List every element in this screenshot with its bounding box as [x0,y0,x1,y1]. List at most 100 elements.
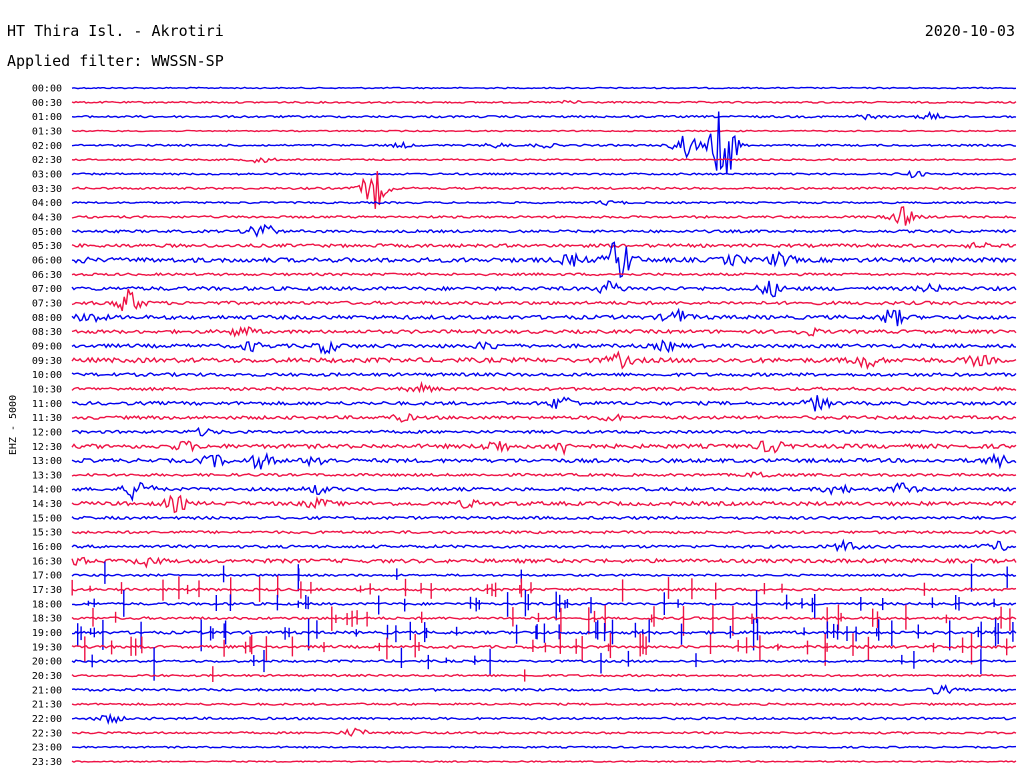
time-tick-label: 04:30 [32,212,62,223]
trace-1800 [71,601,1017,607]
time-tick-label: 17:00 [32,571,62,582]
trace-0600 [71,241,1017,279]
trace-0130 [71,129,1017,133]
time-tick-label: 13:00 [32,456,62,467]
trace-1300 [71,451,1017,470]
time-tick-label: 09:30 [32,356,62,367]
channel-label: EHZ - 5000 [8,395,19,455]
trace-0400 [71,199,1017,206]
time-tick-label: 21:30 [32,700,62,711]
trace-1230 [71,440,1017,456]
trace-1000 [71,371,1017,378]
trace-1100 [71,395,1017,412]
time-tick-label: 09:00 [32,341,62,352]
trace-1530 [71,529,1017,535]
trace-1130 [71,412,1017,423]
trace-0930 [71,350,1017,370]
trace-0430 [71,206,1017,226]
time-tick-label: 02:00 [32,141,62,152]
time-tick-label: 20:30 [32,671,62,682]
trace-1430 [71,494,1017,514]
time-tick-label: 05:30 [32,241,62,252]
trace-1930 [71,644,1017,650]
trace-0200 [71,111,1017,175]
trace-2130 [71,702,1017,707]
time-tick-label: 18:30 [32,614,62,625]
time-tick-label: 12:00 [32,427,62,438]
trace-0100 [71,110,1017,121]
time-tick-label: 22:00 [32,714,62,725]
trace-0300 [71,169,1017,179]
trace-2330 [71,760,1017,763]
trace-2200 [71,712,1017,726]
plot-date: 2020-10-03 [924,22,1015,40]
time-tick-label: 15:30 [32,528,62,539]
time-tick-label: 01:00 [32,112,62,123]
time-tick-label: 23:30 [32,757,62,768]
time-tick-label: 00:00 [32,84,62,95]
tick-label-group: 00:00 00:30 01:00 01:30 02:00 02:30 03:00 03:30… [32,84,62,769]
trace-0900 [71,339,1017,355]
trace-0500 [71,223,1017,238]
trace-1330 [71,471,1017,479]
time-tick-label: 15:00 [32,513,62,524]
time-tick-label: 00:30 [32,98,62,109]
time-tick-label: 06:00 [32,255,62,266]
trace-group [71,86,1017,763]
station-title: HT Thira Isl. - Akrotiri [7,22,224,40]
trace-0730 [71,288,1017,312]
time-tick-label: 16:30 [32,556,62,567]
trace-0230 [71,157,1017,164]
time-tick-label: 03:00 [32,169,62,180]
trace-1600 [71,538,1017,553]
trace-0800 [71,307,1017,327]
trace-1400 [71,481,1017,502]
time-tick-label: 08:00 [32,313,62,324]
trace-2000 [71,659,1017,664]
trace-1030 [71,380,1017,394]
time-tick-label: 20:00 [32,657,62,668]
trace-0830 [71,325,1017,338]
trace-1700 [71,573,1017,578]
trace-0330 [71,171,1017,209]
time-tick-label: 11:30 [32,413,62,424]
time-tick-label: 11:00 [32,399,62,410]
time-tick-label: 07:00 [32,284,62,295]
trace-2100 [71,684,1016,695]
time-tick-label: 10:30 [32,384,62,395]
time-tick-label: 22:30 [32,728,62,739]
time-tick-label: 19:30 [32,642,62,653]
time-tick-label: 13:30 [32,470,62,481]
trace-1500 [71,515,1017,521]
trace-0000 [71,86,1017,90]
trace-1830 [71,615,1017,621]
trace-1630 [71,556,1017,569]
time-tick-label: 02:30 [32,155,62,166]
time-tick-label: 10:00 [32,370,62,381]
time-tick-label: 03:30 [32,184,62,195]
time-tick-label: 07:30 [32,298,62,309]
time-tick-label: 23:00 [32,743,62,754]
time-tick-label: 19:00 [32,628,62,639]
time-tick-label: 08:30 [32,327,62,338]
trace-1730 [71,587,1017,592]
time-tick-label: 18:00 [32,599,62,610]
time-tick-label: 05:00 [32,227,62,238]
trace-0030 [71,99,1017,105]
filter-label: Applied filter: WWSSN-SP [7,52,224,70]
time-tick-label: 06:30 [32,270,62,281]
time-tick-label: 12:30 [32,442,62,453]
time-tick-label: 17:30 [32,585,62,596]
time-tick-label: 21:00 [32,685,62,696]
time-tick-label: 01:30 [32,126,62,137]
time-tick-label: 14:30 [32,499,62,510]
trace-0630 [71,272,1017,277]
trace-1200 [71,426,1017,437]
trace-2030 [71,673,1017,678]
trace-0530 [71,241,1017,250]
time-tick-label: 16:00 [32,542,62,553]
trace-2300 [71,745,1017,749]
time-tick-label: 04:00 [32,198,62,209]
trace-0700 [71,280,1017,298]
